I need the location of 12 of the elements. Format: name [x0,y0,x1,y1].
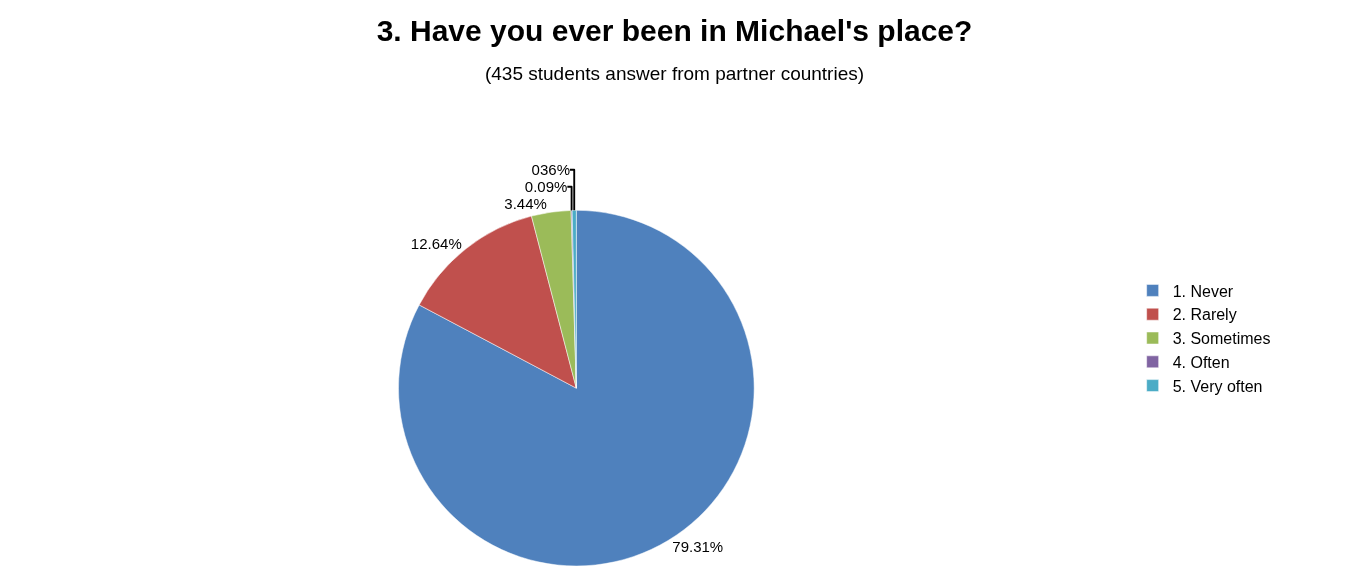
data-label: 0.09% [524,178,568,196]
data-label: 3.44% [504,195,547,213]
legend-label: 2. Rarely [1172,306,1237,324]
data-label: 12.64% [410,234,462,252]
legend-label: 5. Very often [1172,377,1263,395]
legend-label: 3. Sometimes [1172,330,1271,348]
legend-label: 4. Often [1172,354,1230,372]
data-label: 79.31% [672,538,724,556]
legend-label: 1. Never [1172,282,1234,300]
data-label: 036% [531,161,570,179]
chart-subtitle: (435 students answer from partner countries) [484,63,865,85]
chart-title: 3. Have you ever been in Michael's place? [376,14,973,48]
